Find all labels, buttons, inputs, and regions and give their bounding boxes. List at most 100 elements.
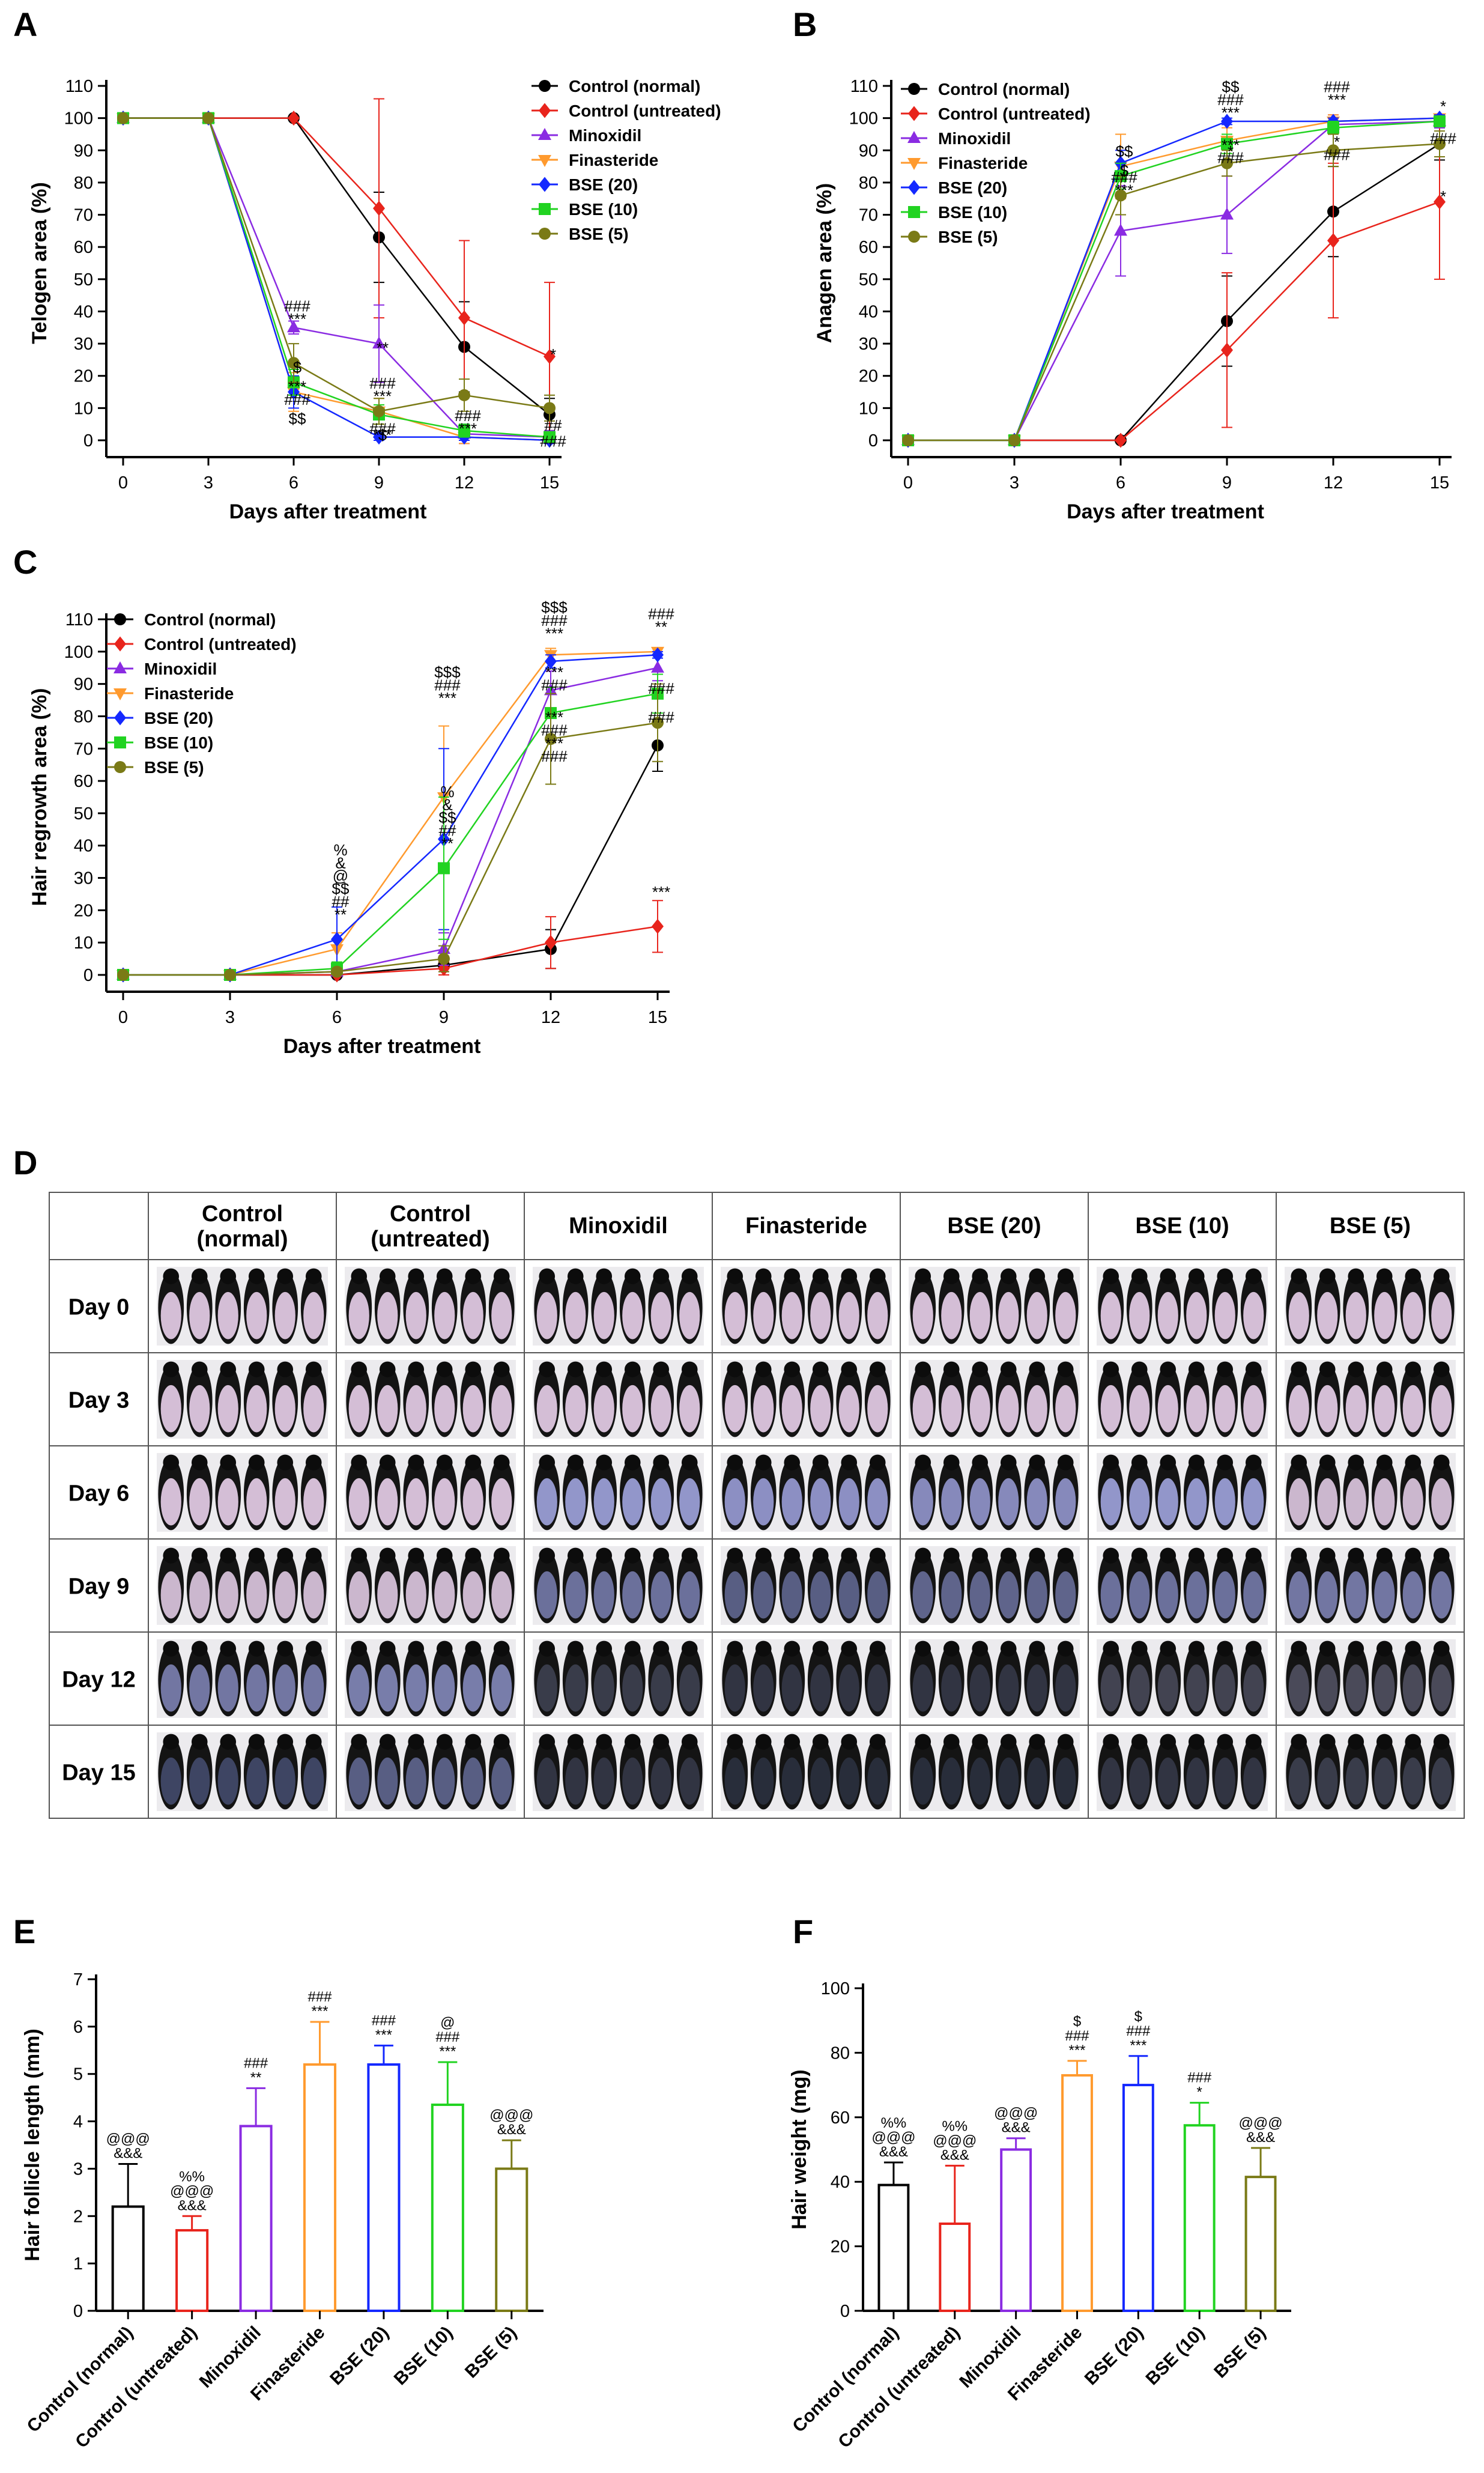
mouse-back bbox=[912, 1385, 933, 1433]
mouse-back bbox=[753, 1385, 774, 1433]
mouse-back bbox=[189, 1571, 210, 1619]
mouse-back bbox=[491, 1478, 512, 1526]
mouse-photo bbox=[1285, 1360, 1456, 1439]
mouse-back bbox=[434, 1571, 455, 1619]
significance-mark: %% bbox=[881, 2115, 907, 2131]
y-tick-label: 80 bbox=[74, 707, 93, 726]
mouse-head bbox=[1057, 1640, 1074, 1657]
mouse-back bbox=[303, 1757, 324, 1805]
mouse-photo bbox=[721, 1732, 892, 1811]
mouse-back bbox=[941, 1291, 962, 1340]
mouse-photo bbox=[721, 1639, 892, 1718]
mouse-back bbox=[622, 1385, 643, 1433]
mouse-head bbox=[869, 1361, 886, 1377]
mouse-back bbox=[998, 1664, 1019, 1712]
significance-mark: @@@ bbox=[994, 2105, 1038, 2122]
y-tick-label: 10 bbox=[859, 399, 878, 418]
series-line bbox=[123, 117, 550, 438]
mouse-back bbox=[1402, 1478, 1423, 1526]
mouse-back bbox=[462, 1757, 483, 1805]
significance-annotations: ###******###$$$**###***$***######****###… bbox=[284, 297, 566, 450]
significance-mark: &&& bbox=[114, 2146, 142, 2162]
photo-background bbox=[157, 1732, 328, 1811]
mouse-photo bbox=[909, 1360, 1080, 1439]
significance-mark: *** bbox=[652, 883, 670, 901]
mouse-back bbox=[536, 1385, 557, 1433]
mouse-head bbox=[379, 1454, 396, 1470]
legend-label: Minoxidil bbox=[569, 126, 641, 145]
mouse-back bbox=[1100, 1664, 1121, 1712]
significance-mark: $$ bbox=[1222, 78, 1240, 96]
mouse-back bbox=[1186, 1664, 1207, 1712]
data-point bbox=[544, 349, 556, 365]
mouse-back bbox=[622, 1571, 643, 1619]
mouse-back bbox=[1100, 1757, 1121, 1805]
mouse-head bbox=[465, 1734, 482, 1750]
mouse-back bbox=[838, 1757, 859, 1805]
mouse-photo bbox=[157, 1453, 328, 1532]
mouse-head bbox=[841, 1640, 858, 1657]
row-header-day-9: Day 9 bbox=[68, 1574, 129, 1600]
mouse-head bbox=[1000, 1640, 1017, 1657]
mouse-back bbox=[565, 1385, 586, 1433]
significance-mark: *** bbox=[374, 426, 392, 444]
data-point bbox=[1221, 138, 1233, 150]
mouse-back bbox=[1157, 1757, 1178, 1805]
y-tick-label: 20 bbox=[74, 367, 93, 386]
mouse-back bbox=[1431, 1571, 1452, 1619]
mouse-head bbox=[1245, 1640, 1262, 1657]
data-point bbox=[373, 429, 385, 445]
mouse-back bbox=[1129, 1291, 1150, 1340]
mouse-head bbox=[379, 1361, 396, 1377]
mouse-head bbox=[305, 1454, 322, 1470]
significance-mark: $ bbox=[378, 426, 387, 444]
mouse-back bbox=[1431, 1664, 1452, 1712]
x-axis-label: Days after treatment bbox=[1067, 500, 1264, 523]
mouse-head bbox=[191, 1454, 208, 1470]
x-tick-label: 3 bbox=[225, 1008, 235, 1027]
mouse-back bbox=[274, 1385, 295, 1433]
mouse-head bbox=[220, 1268, 237, 1284]
mouse-back bbox=[377, 1757, 398, 1805]
mouse-head bbox=[465, 1268, 482, 1284]
mouse-head bbox=[755, 1268, 772, 1284]
legend-marker bbox=[908, 83, 920, 95]
mouse-back bbox=[348, 1478, 369, 1526]
mouse-head bbox=[465, 1547, 482, 1564]
mouse-back bbox=[1186, 1757, 1207, 1805]
mouse-head bbox=[1131, 1361, 1148, 1377]
mouse-head bbox=[653, 1454, 670, 1470]
x-tick-label: BSE (10) bbox=[390, 2323, 457, 2390]
y-axis-label: Hair weight (mg) bbox=[788, 2069, 811, 2229]
y-tick-label: 40 bbox=[74, 302, 93, 321]
bar bbox=[367, 2063, 401, 2312]
mouse-head bbox=[727, 1454, 744, 1470]
mouse-back bbox=[1317, 1757, 1338, 1805]
data-point bbox=[438, 953, 450, 965]
series-line bbox=[123, 654, 658, 976]
data-point bbox=[1221, 342, 1233, 358]
column-header-bse-5: BSE (5) bbox=[1330, 1213, 1411, 1239]
mouse-head bbox=[163, 1734, 180, 1750]
data-point bbox=[1114, 223, 1127, 236]
significance-mark: ### bbox=[1217, 91, 1244, 109]
mouse-back bbox=[622, 1757, 643, 1805]
y-tick-label: 60 bbox=[74, 772, 93, 791]
mouse-head bbox=[539, 1547, 556, 1564]
y-tick-label: 7 bbox=[73, 1970, 83, 1989]
significance-mark: *** bbox=[1115, 181, 1133, 199]
photo-background bbox=[157, 1267, 328, 1346]
mouse-back bbox=[753, 1291, 774, 1340]
legend-label: Control (untreated) bbox=[144, 635, 297, 654]
mouse-head bbox=[972, 1640, 989, 1657]
bar-bse-20: ###*** BSE (20) bbox=[326, 2012, 401, 2389]
mouse-head bbox=[1376, 1454, 1393, 1470]
mouse-head bbox=[379, 1734, 396, 1750]
mouse-head bbox=[812, 1361, 829, 1377]
mouse-back bbox=[246, 1291, 267, 1340]
mouse-back bbox=[1288, 1291, 1309, 1340]
mouse-head bbox=[465, 1361, 482, 1377]
legend-marker bbox=[539, 177, 551, 192]
legend-marker bbox=[114, 736, 126, 748]
